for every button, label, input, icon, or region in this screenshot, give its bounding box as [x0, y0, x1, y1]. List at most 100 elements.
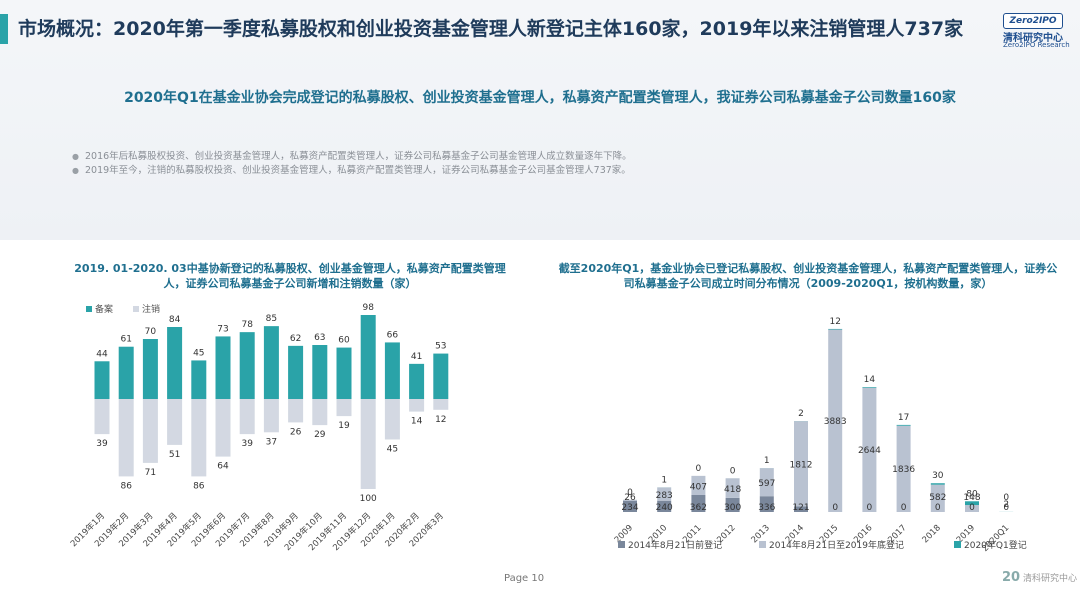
bar-segment: [965, 505, 979, 512]
data-label-2020q1: 2: [798, 409, 804, 419]
data-label-2020q1: 1: [661, 475, 667, 485]
bar-segment: [759, 496, 774, 512]
bar-cancelled: [142, 399, 158, 463]
bar-segment: [862, 387, 877, 388]
bar-filed: [94, 361, 110, 399]
data-label-pre2014: 300: [724, 503, 741, 513]
data-label-2020q1: 30: [932, 471, 944, 481]
bar-filed: [409, 363, 425, 399]
bar-segment: [725, 497, 740, 512]
data-label-filed: 41: [411, 352, 422, 362]
data-label-filed: 98: [362, 303, 374, 313]
data-label-2014-2019: 582: [929, 493, 946, 503]
bar-cancelled: [191, 399, 207, 477]
bar-segment: [930, 484, 945, 512]
data-label-pre2014: 0: [867, 503, 873, 513]
data-label-pre2014: 121: [792, 503, 809, 513]
bar-filed: [167, 327, 183, 399]
legend-label: 2020年Q1登记: [964, 539, 1027, 551]
data-label-filed: 66: [387, 330, 399, 340]
bar-filed: [336, 347, 352, 399]
data-label-2020q1: 0: [696, 464, 702, 474]
footer-logo-name: 清科研究中心: [1022, 574, 1077, 584]
data-label-cancelled: 39: [96, 439, 108, 449]
bar-cancelled: [384, 399, 400, 440]
bullet-item: 2016年后私募股权投资、创业投资基金管理人，私募资产配置类管理人，证券公司私募…: [72, 150, 632, 164]
bar-segment: [862, 387, 877, 512]
data-label-cancelled: 71: [145, 468, 156, 478]
bar-filed: [215, 336, 231, 399]
bar-segment: [828, 329, 843, 512]
bar-segment: [657, 487, 672, 501]
footer-logo-mark: 20: [1002, 570, 1021, 585]
data-label-filed: 73: [217, 324, 228, 334]
data-label-cancelled: 100: [360, 494, 377, 504]
bar-segment: [828, 328, 843, 330]
bar-filed: [312, 345, 328, 399]
data-label-pre2014: 0: [832, 503, 838, 513]
data-label-2020q1: 80: [966, 489, 978, 499]
bar-cancelled: [239, 399, 255, 435]
data-label-filed: 78: [241, 320, 253, 330]
data-label-2020q1: 17: [898, 413, 909, 423]
data-label-cancelled: 29: [314, 430, 326, 440]
bar-segment: [794, 421, 808, 507]
bar-filed: [360, 315, 376, 399]
data-label-2020q1: 12: [829, 317, 840, 327]
bar-filed: [142, 339, 158, 399]
data-label-2020q1: 1: [764, 456, 770, 466]
bar-cancelled: [360, 399, 376, 489]
bar-cancelled: [288, 399, 304, 423]
data-label-filed: 53: [435, 342, 446, 352]
data-label-cancelled: 51: [169, 450, 180, 460]
data-label-2020q1: 0: [627, 488, 633, 498]
legend-swatch-filed: [86, 306, 92, 312]
data-label-filed: 60: [338, 336, 350, 346]
bar-segment: [623, 501, 637, 512]
data-label-filed: 61: [120, 335, 131, 345]
x-tick-label: 2018: [921, 523, 943, 545]
bar-filed: [433, 353, 449, 399]
bar-cancelled: [336, 399, 352, 417]
logo-sub: Zero2IPO Research: [1003, 41, 1070, 49]
data-label-2020q1: 2: [1003, 500, 1009, 510]
bar-segment: [657, 500, 672, 512]
data-label-filed: 63: [314, 333, 325, 343]
data-label-filed: 70: [145, 327, 157, 337]
bar-filed: [118, 346, 134, 399]
bar-cancelled: [118, 399, 134, 477]
bullet-list: 2016年后私募股权投资、创业投资基金管理人，私募资产配置类管理人，证券公司私募…: [72, 150, 632, 178]
left-chart: 备案 注销44392019年1月61862019年2月70712019年3月845…: [68, 303, 449, 553]
data-label-cancelled: 12: [435, 415, 446, 425]
legend-swatch: [618, 541, 625, 548]
bar-segment: [896, 424, 911, 426]
logo-name: 清科研究中心: [1003, 33, 1063, 44]
data-label-filed: 62: [290, 334, 301, 344]
data-label-cancelled: 39: [241, 439, 253, 449]
data-label-2014-2019: 2644: [858, 446, 881, 456]
data-label-cancelled: 45: [387, 445, 398, 455]
legend-swatch: [759, 541, 766, 548]
data-label-2014-2019: 418: [724, 485, 741, 495]
data-label-pre2014: 362: [690, 503, 707, 513]
data-label-2014-2019: 148: [963, 493, 980, 503]
bar-filed: [288, 345, 304, 399]
bar-filed: [263, 326, 279, 399]
legend-label: 2014年8月21日前登记: [628, 539, 722, 551]
data-label-2014-2019: 1836: [892, 465, 915, 475]
data-label-2020q1: 0: [730, 466, 736, 476]
legend-swatch: [954, 541, 961, 548]
header-band: [0, 0, 1080, 240]
bar-cancelled: [263, 399, 279, 433]
data-label-2014-2019: 0: [1003, 493, 1009, 503]
bar-cancelled: [433, 399, 449, 410]
bar-filed: [239, 332, 255, 399]
data-label-cancelled: 19: [338, 421, 350, 431]
data-label-2014-2019: 3883: [824, 417, 847, 427]
logo-badge: Zero2IPO: [1003, 13, 1063, 29]
data-label-cancelled: 64: [217, 462, 229, 472]
legend-label: 2014年8月21日至2019年底登记: [769, 539, 904, 551]
bar-segment: [965, 501, 979, 506]
bar-filed: [384, 342, 400, 399]
bar-segment: [930, 483, 945, 485]
